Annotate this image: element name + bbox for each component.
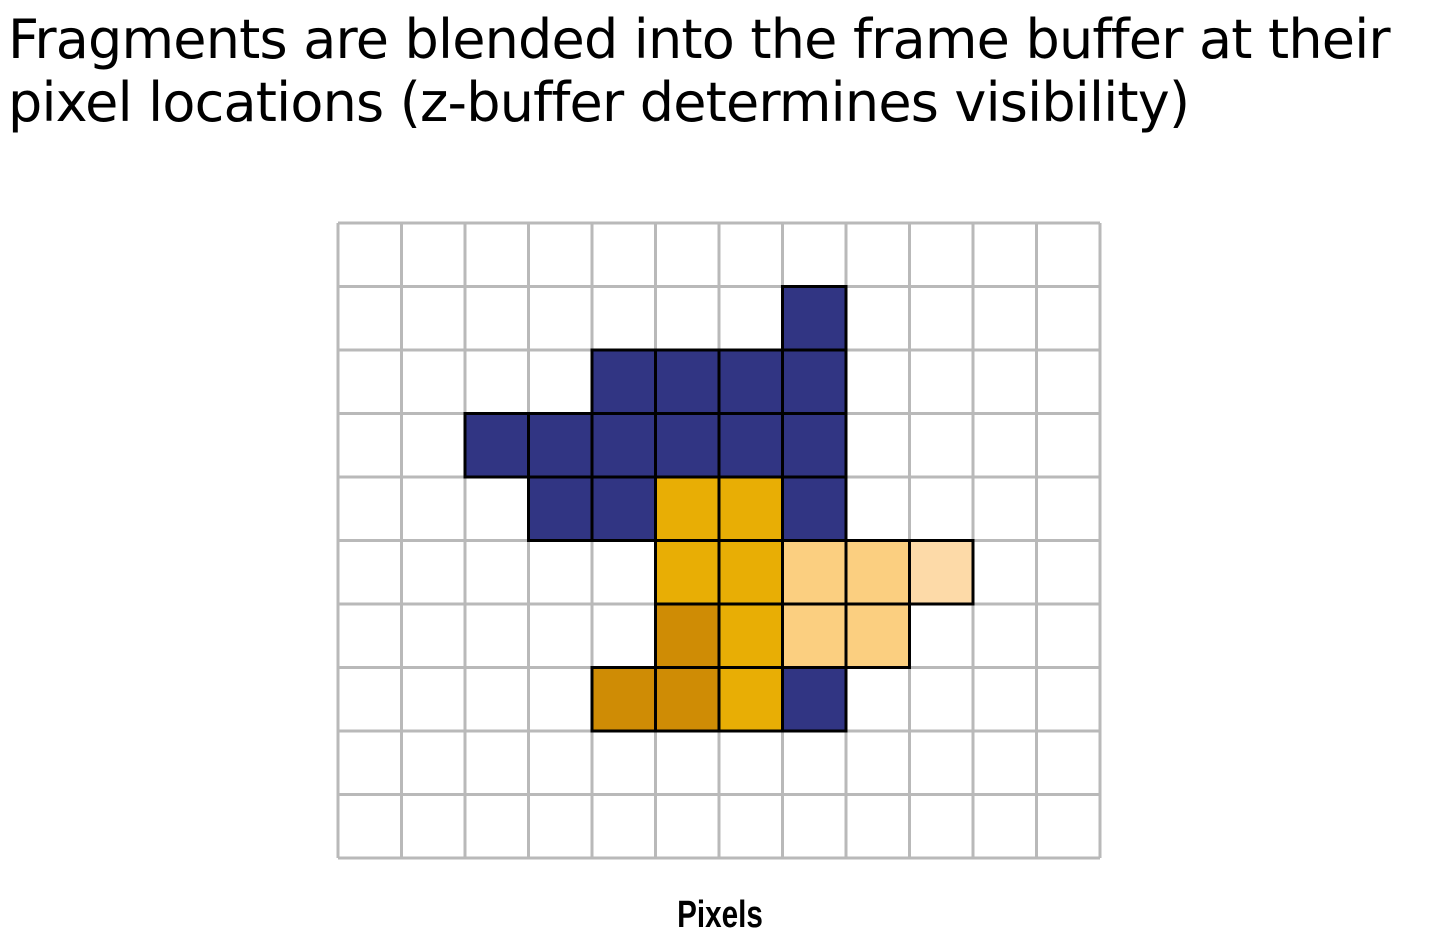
fragment-cell-light-orange	[781, 539, 848, 606]
pixel-grid	[336, 221, 1102, 860]
fragment-cell-yellow	[717, 602, 784, 669]
fragment-cell-dark-yellow	[654, 666, 721, 733]
fragment-cell-blue	[527, 475, 594, 542]
fragment-cell-yellow	[717, 475, 784, 542]
slide-title-line-2: pixel locations (z-buffer determines vis…	[8, 71, 1190, 134]
fragment-cell-light-orange	[781, 602, 848, 669]
fragment-cell-blue	[590, 475, 657, 542]
fragment-cell-blue	[781, 412, 848, 479]
fragment-cell-light-orange	[844, 602, 911, 669]
pixels-label: Pixels	[677, 894, 763, 936]
slide-title-line-1: Fragments are blended into the frame buf…	[8, 8, 1391, 71]
slide-title: Fragments are blended into the frame buf…	[8, 8, 1448, 134]
fragment-cell-yellow	[717, 666, 784, 733]
fragment-cell-yellow	[654, 539, 721, 606]
fragment-cell-yellow	[654, 475, 721, 542]
fragment-cell-blue	[654, 412, 721, 479]
fragment-cell-light-orange	[844, 539, 911, 606]
fragment-cell-dark-yellow	[654, 602, 721, 669]
fragment-cell-blue	[781, 285, 848, 352]
fragment-cell-blue	[590, 348, 657, 415]
fragment-cell-lightest-orange	[908, 539, 975, 606]
fragment-cell-blue	[781, 475, 848, 542]
fragment-cell-blue	[654, 348, 721, 415]
fragment-cell-blue	[590, 412, 657, 479]
fragment-cell-blue	[781, 348, 848, 415]
fragment-cell-yellow	[717, 539, 784, 606]
fragment-cell-dark-yellow	[590, 666, 657, 733]
fragment-cells	[463, 285, 975, 733]
fragment-cell-blue	[781, 666, 848, 733]
fragment-cell-blue	[717, 412, 784, 479]
fragment-cell-blue	[527, 412, 594, 479]
fragment-cell-blue	[717, 348, 784, 415]
fragment-cell-blue	[463, 412, 530, 479]
